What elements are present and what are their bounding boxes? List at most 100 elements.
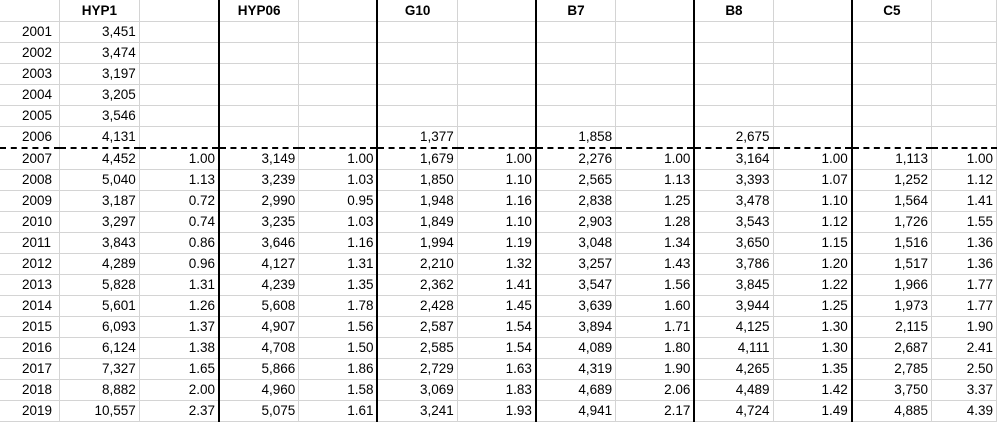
value-cell[interactable]: 5,601 <box>59 295 140 317</box>
ratio-cell[interactable]: 2.06 <box>615 379 696 401</box>
ratio-cell[interactable] <box>457 63 537 85</box>
value-cell[interactable]: 3,239 <box>219 169 300 191</box>
ratio-cell[interactable] <box>457 42 537 64</box>
year-cell[interactable]: 2009 <box>0 190 61 212</box>
ratio-cell[interactable]: 1.37 <box>139 316 221 338</box>
value-cell[interactable] <box>377 105 458 127</box>
value-cell[interactable] <box>851 84 932 106</box>
value-cell[interactable]: 10,557 <box>59 400 140 422</box>
ratio-cell[interactable]: 1.00 <box>615 147 696 170</box>
ratio-cell[interactable]: 1.36 <box>931 253 997 275</box>
year-cell[interactable]: 2016 <box>0 337 61 359</box>
ratio-cell[interactable]: 0.72 <box>139 190 221 212</box>
ratio-cell[interactable]: 0.96 <box>139 253 221 275</box>
value-cell[interactable]: 2,428 <box>377 295 458 317</box>
value-cell[interactable]: 2,687 <box>851 337 932 359</box>
value-cell[interactable] <box>219 42 300 64</box>
value-cell[interactable] <box>377 84 458 106</box>
value-cell[interactable]: 3,257 <box>535 253 617 275</box>
ratio-cell[interactable] <box>615 21 696 43</box>
ratio-cell[interactable] <box>457 21 537 43</box>
ratio-cell[interactable]: 1.41 <box>931 190 997 212</box>
value-cell[interactable] <box>219 21 300 43</box>
value-cell[interactable] <box>219 63 300 85</box>
year-cell[interactable]: 2002 <box>0 42 61 64</box>
ratio-cell[interactable] <box>773 126 853 149</box>
value-cell[interactable]: 3,944 <box>694 295 774 317</box>
ratio-cell[interactable]: 1.28 <box>615 211 696 233</box>
value-cell[interactable]: 4,452 <box>59 147 140 170</box>
ratio-cell[interactable]: 1.86 <box>298 358 379 380</box>
value-cell[interactable] <box>694 105 774 127</box>
value-cell[interactable]: 5,608 <box>219 295 300 317</box>
year-cell[interactable]: 2008 <box>0 169 61 191</box>
value-cell[interactable]: 3,894 <box>535 316 617 338</box>
ratio-cell[interactable]: 1.65 <box>139 358 221 380</box>
ratio-cell[interactable]: 1.41 <box>457 274 537 296</box>
value-cell[interactable]: 6,093 <box>59 316 140 338</box>
ratio-cell[interactable]: 1.90 <box>615 358 696 380</box>
year-cell[interactable]: 2001 <box>0 21 61 43</box>
ratio-cell[interactable]: 1.22 <box>773 274 853 296</box>
ratio-cell[interactable]: 1.61 <box>298 400 379 422</box>
ratio-cell[interactable]: 1.55 <box>931 211 997 233</box>
value-cell[interactable]: 3,786 <box>694 253 774 275</box>
value-cell[interactable]: 3,451 <box>59 21 140 43</box>
value-cell[interactable]: 2,276 <box>535 147 617 170</box>
value-cell[interactable]: 5,828 <box>59 274 140 296</box>
value-cell[interactable]: 4,289 <box>59 253 140 275</box>
value-cell[interactable] <box>851 105 932 127</box>
ratio-cell[interactable] <box>298 21 379 43</box>
value-cell[interactable]: 1,994 <box>377 232 458 254</box>
ratio-cell[interactable]: 1.77 <box>931 274 997 296</box>
value-cell[interactable]: 4,239 <box>219 274 300 296</box>
value-cell[interactable] <box>851 63 932 85</box>
ratio-cell[interactable]: 1.60 <box>615 295 696 317</box>
ratio-cell[interactable]: 1.31 <box>298 253 379 275</box>
ratio-cell[interactable]: 1.16 <box>298 232 379 254</box>
ratio-cell[interactable] <box>139 84 221 106</box>
ratio-cell[interactable]: 1.25 <box>615 190 696 212</box>
header-blank-cell[interactable] <box>773 0 853 22</box>
ratio-cell[interactable]: 1.63 <box>457 358 537 380</box>
value-cell[interactable]: 3,149 <box>219 147 300 170</box>
ratio-cell[interactable]: 2.00 <box>139 379 221 401</box>
value-cell[interactable]: 4,885 <box>851 400 932 422</box>
ratio-cell[interactable]: 1.00 <box>931 147 997 170</box>
year-cell[interactable]: 2006 <box>0 126 61 149</box>
header-blank-cell[interactable] <box>615 0 696 22</box>
year-cell[interactable]: 2013 <box>0 274 61 296</box>
ratio-cell[interactable] <box>139 105 221 127</box>
ratio-cell[interactable] <box>615 105 696 127</box>
value-cell[interactable]: 4,960 <box>219 379 300 401</box>
ratio-cell[interactable]: 1.15 <box>773 232 853 254</box>
ratio-cell[interactable]: 1.32 <box>457 253 537 275</box>
value-cell[interactable]: 2,565 <box>535 169 617 191</box>
year-cell[interactable]: 2004 <box>0 84 61 106</box>
ratio-cell[interactable]: 1.13 <box>615 169 696 191</box>
value-cell[interactable]: 3,750 <box>851 379 932 401</box>
ratio-cell[interactable] <box>931 105 997 127</box>
value-cell[interactable]: 4,907 <box>219 316 300 338</box>
value-cell[interactable]: 3,478 <box>694 190 774 212</box>
value-cell[interactable]: 3,069 <box>377 379 458 401</box>
value-cell[interactable] <box>219 126 300 149</box>
value-cell[interactable]: 2,675 <box>694 126 774 149</box>
ratio-cell[interactable]: 1.50 <box>298 337 379 359</box>
ratio-cell[interactable] <box>931 63 997 85</box>
value-cell[interactable] <box>694 21 774 43</box>
value-cell[interactable] <box>219 105 300 127</box>
value-cell[interactable] <box>377 42 458 64</box>
ratio-cell[interactable]: 1.16 <box>457 190 537 212</box>
ratio-cell[interactable] <box>298 126 379 149</box>
value-cell[interactable]: 3,646 <box>219 232 300 254</box>
year-cell[interactable]: 2017 <box>0 358 61 380</box>
value-cell[interactable]: 1,948 <box>377 190 458 212</box>
ratio-cell[interactable] <box>298 105 379 127</box>
ratio-cell[interactable]: 1.00 <box>773 147 853 170</box>
year-cell[interactable]: 2003 <box>0 63 61 85</box>
value-cell[interactable]: 5,866 <box>219 358 300 380</box>
value-cell[interactable]: 4,127 <box>219 253 300 275</box>
value-cell[interactable] <box>851 126 932 149</box>
ratio-cell[interactable] <box>615 63 696 85</box>
